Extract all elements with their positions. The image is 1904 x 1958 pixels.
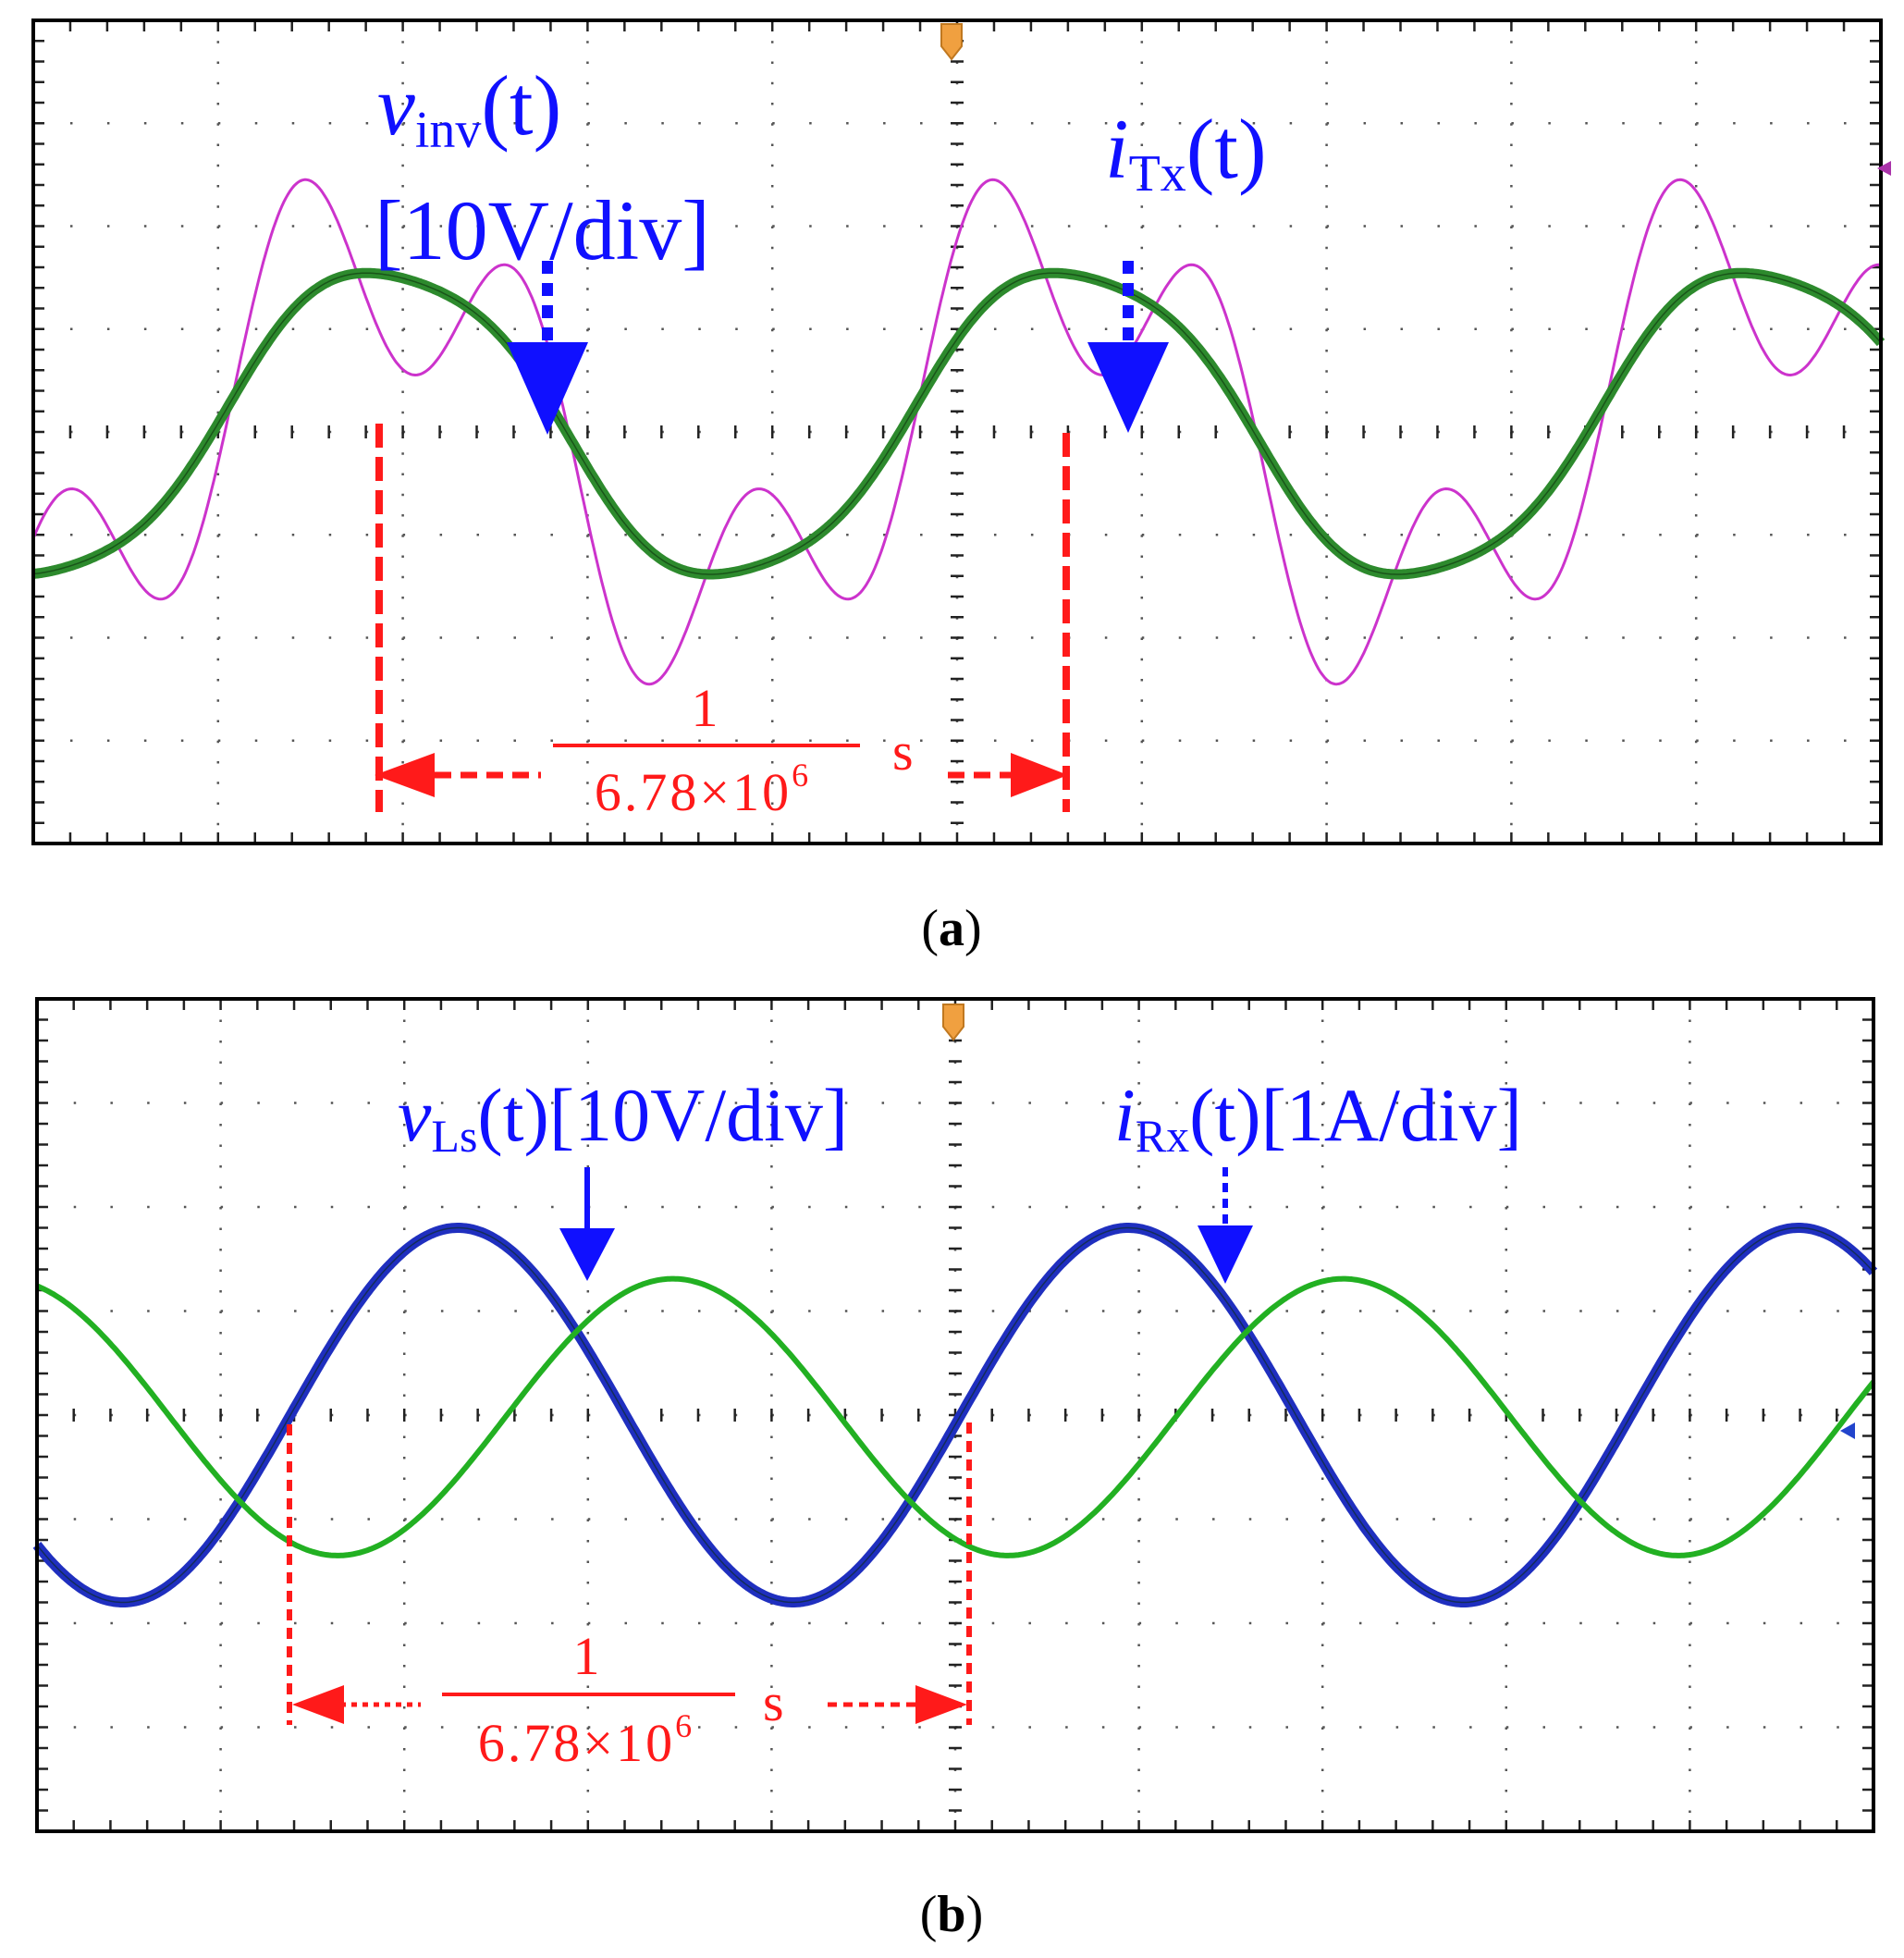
v-inv-label: vinv(t): [377, 58, 561, 159]
period-den-b: 6.78×106: [478, 1707, 694, 1773]
trace-edge: [36, 1226, 1874, 1604]
i-rx-arrow: [1198, 1167, 1253, 1284]
i-tx-arrow: [1087, 261, 1169, 433]
period-annotation-b: 1 6.78×106 s: [287, 1422, 972, 1773]
v-ls-arrow: [559, 1167, 615, 1281]
scope-frame-b: [35, 997, 1875, 1833]
period-num-a: 1: [692, 678, 719, 738]
scope-frame-a: [31, 18, 1883, 845]
trigger-marker-a: [940, 23, 963, 61]
caption-b: (b): [920, 1886, 983, 1943]
period-den-a: 6.78×106: [595, 757, 811, 822]
trace-irxt: [35, 1275, 1876, 1558]
v-inv-arrow: [507, 261, 588, 435]
ch-marker-right-a: [1877, 161, 1891, 176]
trace-edge: [32, 272, 1882, 575]
traces-a: [30, 178, 1886, 686]
trace-vinvt: [31, 178, 1882, 686]
trigger-marker-b: [942, 1004, 964, 1041]
traces-b: [32, 1223, 1878, 1607]
v-ls-label: vLs(t)[10V/div]: [398, 1073, 848, 1162]
i-rx-label: iRx(t)[1A/div]: [1114, 1073, 1522, 1162]
period-num-b: 1: [573, 1626, 600, 1686]
caption-a: (a): [921, 900, 981, 957]
period-unit-b: s: [763, 1672, 784, 1732]
panel-b: vLs(t)[10V/div] iRx(t)[1A/div] 1 6.78×10…: [32, 997, 1878, 1943]
ch-marker-right-b: [1840, 1422, 1855, 1439]
period-unit-a: s: [892, 721, 914, 782]
i-tx-label: iTx(t): [1105, 102, 1267, 203]
period-annotation-a: 1 6.78×106 s: [375, 424, 1070, 822]
grid-a: [31, 18, 1883, 845]
